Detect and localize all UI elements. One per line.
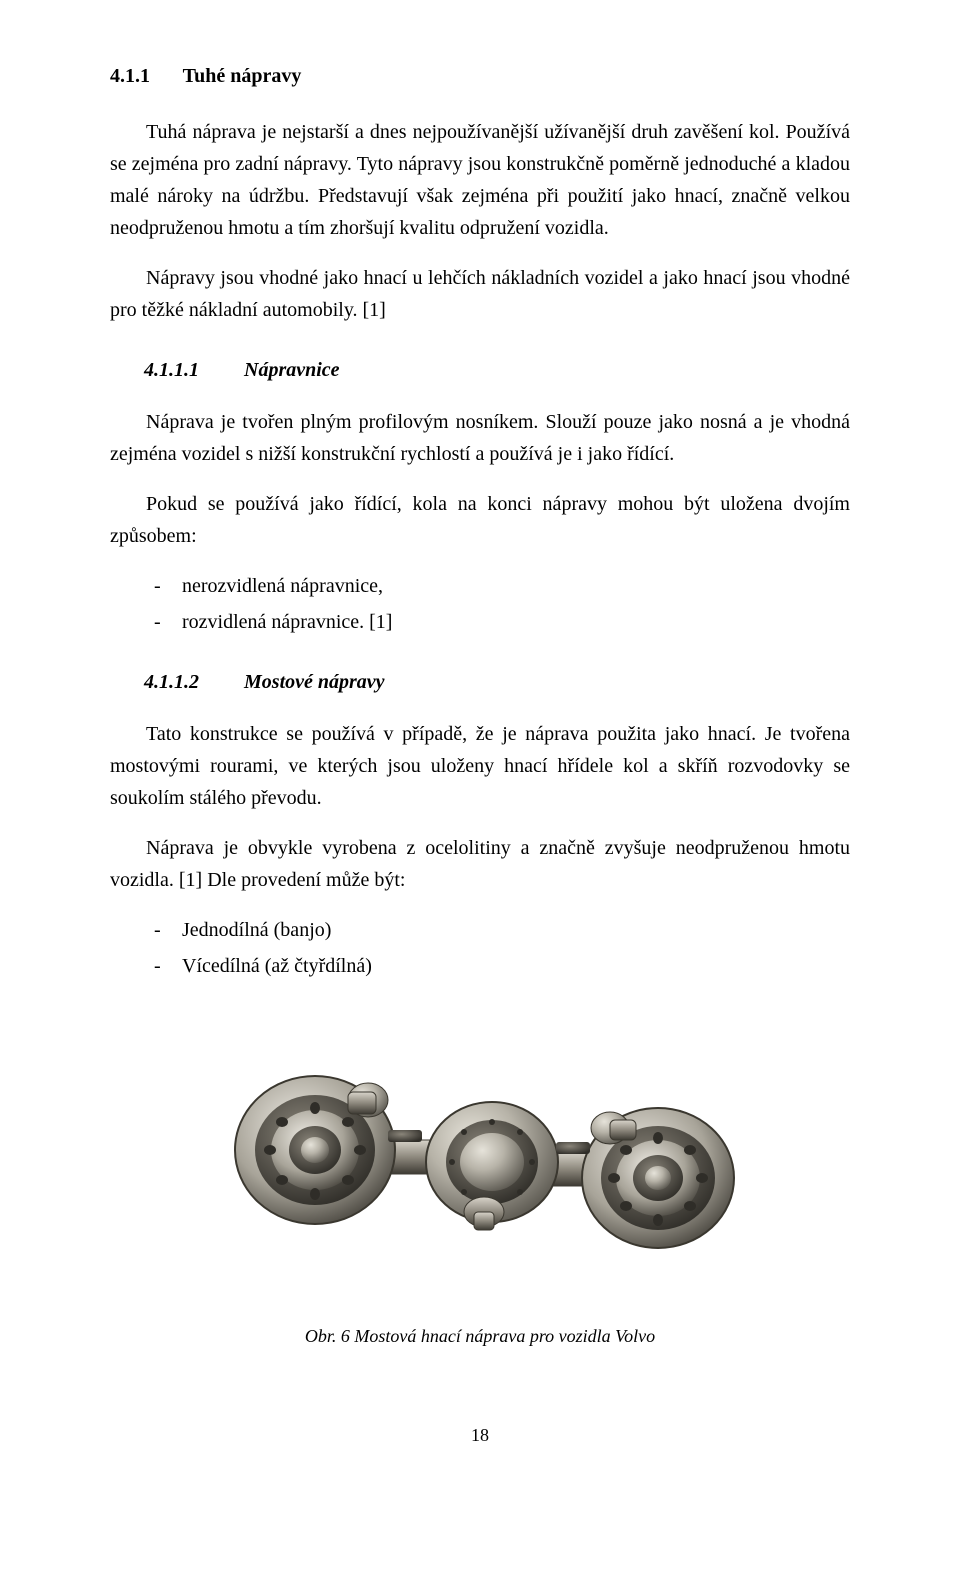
heading-4112-number: 4.1.1.2 [144,666,199,698]
list-4111: nerozvidlená nápravnice, rozvidlená nápr… [110,570,850,638]
list-item: nerozvidlená nápravnice, [110,570,850,602]
para-4111-1: Náprava je tvořen plným profilovým nosní… [110,406,850,470]
para-4111-2: Pokud se používá jako řídící, kola na ko… [110,488,850,552]
heading-4112: 4.1.1.2 Mostové nápravy [144,666,850,698]
para-4112-2: Náprava je obvykle vyrobena z ocelolitin… [110,832,850,896]
figure-axle: Obr. 6 Mostová hnací náprava pro vozidla… [110,1022,850,1351]
heading-411-number: 4.1.1 [110,60,150,92]
heading-4111: 4.1.1.1 Nápravnice [144,354,850,386]
heading-411: 4.1.1 Tuhé nápravy [110,60,850,92]
list-item: Vícedílná (až čtyřdílná) [110,950,850,982]
list-item: Jednodílná (banjo) [110,914,850,946]
page-number: 18 [110,1421,850,1450]
heading-411-title: Tuhé nápravy [183,65,302,87]
list-item: rozvidlená nápravnice. [1] [110,606,850,638]
left-hub [235,1076,395,1224]
right-hub [582,1108,734,1248]
list-4112: Jednodílná (banjo) Vícedílná (až čtyřdíl… [110,914,850,982]
axle-illustration [220,1022,740,1292]
para-411-2: Nápravy jsou vhodné jako hnací u lehčích… [110,262,850,326]
figure-caption: Obr. 6 Mostová hnací náprava pro vozidla… [110,1322,850,1351]
heading-4112-title: Mostové nápravy [244,671,385,693]
para-4112-1: Tato konstrukce se používá v případě, že… [110,718,850,814]
para-411-1: Tuhá náprava je nejstarší a dnes nejpouž… [110,116,850,244]
heading-4111-title: Nápravnice [244,359,340,381]
heading-4111-number: 4.1.1.1 [144,354,199,386]
